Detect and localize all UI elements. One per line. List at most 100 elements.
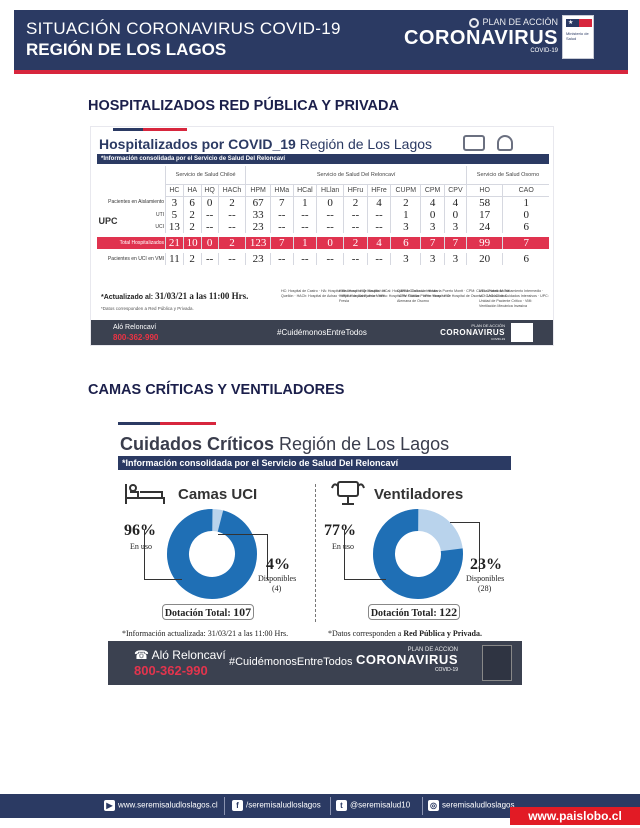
top-banner: SITUACIÓN CORONAVIRUS COVID-19 REGIÓN DE… (0, 0, 640, 74)
table-cell: 0 (316, 236, 344, 249)
footer-facebook-link[interactable]: f/seremisaludloslagos (232, 800, 321, 811)
table-cell: 4 (366, 196, 391, 209)
col-header: HMa (270, 183, 294, 197)
legend-block: HC: Hospital de Castro · HA: Hospital de… (281, 289, 386, 298)
camas-used-slice (167, 509, 257, 599)
table-cell: -- (366, 252, 391, 265)
alo-reloncavi-label: ☎ Aló Reloncaví (134, 648, 226, 662)
banner-title-line1: SITUACIÓN CORONAVIRUS COVID-19 (26, 19, 341, 38)
table-cell: 3 (420, 252, 445, 265)
col-header: HQ (200, 183, 219, 197)
alo-reloncavi-label: Aló Reloncaví (113, 324, 157, 331)
table-cell: 5 (165, 208, 184, 221)
camas-avail-count: (4) (272, 584, 282, 593)
hospitalizados-updated: *Actualizado al: 31/03/21 a las 11:00 Hr… (101, 291, 249, 301)
table-cell: 1 (292, 196, 317, 209)
table-cell: -- (270, 208, 294, 221)
table-cell: -- (292, 208, 317, 221)
banner-red-line (14, 70, 628, 74)
web-icon: ▶ (104, 800, 115, 811)
vent-avail-count: (28) (478, 584, 492, 593)
col-header: HPM (245, 183, 271, 197)
hospitalizados-title: Hospitalizados por COVID_19 Región de Lo… (99, 136, 433, 152)
phone-number: 800-362-990 (113, 333, 159, 342)
section-title-hospitalizados: HOSPITALIZADOS RED PÚBLICA Y PRIVADA (88, 98, 399, 114)
table-cell: 7 (420, 236, 445, 249)
page-footer: ▶ www.seremisaludloslagos.cl f/seremisalu… (0, 794, 640, 828)
table-cell: 17 (465, 208, 503, 221)
table-cell: 2 (217, 236, 246, 249)
table-cell: 20 (465, 252, 503, 265)
col-header: CAO (502, 183, 549, 197)
table-cell: -- (316, 208, 344, 221)
table-cell: -- (316, 252, 344, 265)
critical-footer-band: ☎ Aló Reloncaví 800-362-990 #CuidémonosE… (108, 641, 522, 685)
camas-total: Dotación Total: 107 (162, 604, 254, 620)
government-logo (482, 645, 512, 681)
camas-uci-panel: Camas UCI 96% En uso 4% Disponibles (4) … (108, 478, 308, 650)
divider (315, 484, 316, 622)
camas-uci-heading: Camas UCI (178, 486, 258, 503)
plan-accion-logo: PLAN DE ACCIÓN CORONAVIRUS COVID-19 (404, 17, 558, 54)
table-row: UPC UTI 5 2 -- -- 33 -- -- -- -- -- 1 0 0 17 0 (97, 208, 549, 226)
row-label: UTI (155, 211, 165, 218)
hospitalizados-footnote: *Datos corresponden a Red Pública y Priv… (101, 306, 194, 311)
government-logo (511, 323, 533, 342)
table-cell: 6 (502, 252, 549, 265)
camas-avail-label: Disponibles (258, 574, 297, 583)
table-cell: 3 (420, 220, 445, 233)
table-cell: -- (270, 252, 294, 265)
col-header: HA (182, 183, 202, 197)
table-cell: -- (292, 252, 317, 265)
cuidados-criticos-infographic: Cuidados Críticos Región de Los Lagos *I… (108, 418, 522, 688)
camas-avail-pct: 4% (266, 556, 290, 573)
ventiladores-panel: Ventiladores 77% En uso 23% Disponibles … (320, 478, 520, 650)
hospitalizados-footer-band: Aló Reloncaví 800-362-990 #CuidémonosEnt… (91, 320, 553, 345)
star-icon: ★ (568, 20, 574, 26)
twitter-icon: t (336, 800, 347, 811)
ventilator-icon (497, 135, 513, 151)
service-header-osorno: Servicio de Salud Osorno (465, 166, 549, 184)
table-cell: 3 (443, 252, 467, 265)
table-cell: -- (217, 252, 246, 265)
table-cell: -- (366, 220, 391, 233)
critical-updated: *Información actualizada: 31/03/21 a las… (122, 629, 289, 638)
phone-number: 800-362-990 (134, 663, 208, 678)
vent-used-label: En uso (332, 542, 354, 551)
watermark: www.paislobo.cl (510, 807, 640, 825)
footer-instagram-link[interactable]: ◎ seremisaludloslagos (428, 800, 515, 811)
col-header: HACh (217, 183, 246, 197)
legend-block: HMa: Hospital de Maullín · HCal: Hospita… (339, 289, 451, 303)
section-title-camas: CAMAS CRÍTICAS Y VENTILADORES (88, 382, 345, 398)
col-header: CPV (443, 183, 467, 197)
table-cell: 0 (443, 208, 467, 221)
table-cell: 0 (200, 236, 219, 249)
table-cell: 0 (200, 196, 219, 209)
table-cell: 2 (390, 196, 421, 209)
hashtag: #CuidémonosEntreTodos (277, 328, 367, 337)
legend-block: UTI: Unidad de Tratamiento Intermedio · … (479, 289, 549, 308)
row-group-label: UPC (98, 215, 118, 226)
table-cell: 0 (316, 196, 344, 209)
ventiladores-donut (373, 509, 463, 599)
footer-twitter-link[interactable]: t @seremisalud10 (336, 800, 410, 811)
banner-title-line2: REGIÓN DE LOS LAGOS (26, 40, 227, 59)
hospital-bed-icon (463, 135, 485, 151)
table-cell: 6 (182, 196, 202, 209)
table-cell: 3 (390, 252, 421, 265)
vent-avail-label: Disponibles (466, 574, 505, 583)
table-cell: 123 (245, 236, 271, 249)
table-cell: 13 (165, 220, 184, 233)
service-header-reloncavi: Servicio de Salud Del Reloncaví (245, 166, 467, 184)
row-label: Pacientes en Aislamiento (108, 199, 165, 206)
footer-web-link[interactable]: ▶ www.seremisaludloslagos.cl (104, 800, 218, 811)
table-cell: 2 (182, 252, 202, 265)
table-cell: 6 (390, 236, 421, 249)
table-cell: 7 (502, 236, 549, 249)
camas-uci-donut (167, 509, 257, 599)
vent-used-pct: 77% (324, 522, 356, 539)
table-cell: -- (217, 220, 246, 233)
table-cell: -- (200, 252, 219, 265)
plan-accion-logo: PLAN DE ACCIÓN CORONAVIRUS COVID-19 (355, 647, 458, 673)
hospital-bed-icon (125, 484, 165, 504)
